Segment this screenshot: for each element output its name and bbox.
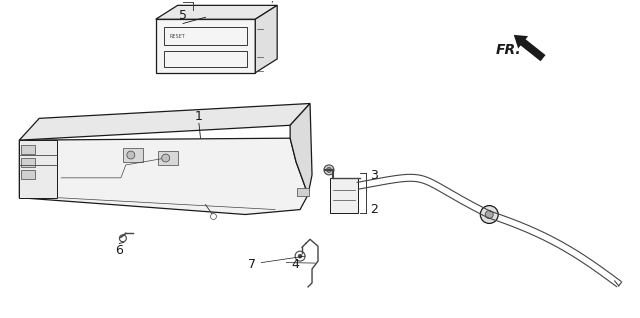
Text: 7: 7	[248, 258, 256, 271]
Text: 2: 2	[370, 203, 378, 216]
Polygon shape	[156, 5, 277, 19]
Bar	[297, 188, 309, 196]
Circle shape	[480, 206, 498, 224]
FancyArrow shape	[514, 35, 545, 61]
Text: FR.: FR.	[495, 43, 521, 57]
Text: 1: 1	[195, 110, 203, 123]
Polygon shape	[255, 5, 277, 73]
Bar	[21, 145, 35, 154]
Polygon shape	[19, 103, 310, 140]
Bar	[21, 170, 35, 179]
Polygon shape	[156, 19, 255, 73]
Bar	[21, 158, 35, 167]
Circle shape	[295, 251, 305, 261]
Circle shape	[324, 165, 334, 175]
Circle shape	[211, 213, 216, 219]
Circle shape	[485, 211, 493, 218]
Circle shape	[298, 254, 302, 258]
Bar	[123, 148, 143, 162]
Circle shape	[326, 167, 332, 172]
Bar	[330, 178, 358, 212]
Bar	[19, 140, 57, 198]
Bar	[157, 151, 178, 165]
Text: 5: 5	[179, 9, 187, 22]
Polygon shape	[290, 103, 312, 195]
Text: 6: 6	[115, 244, 124, 257]
Circle shape	[162, 154, 170, 162]
Text: RESET: RESET	[170, 34, 186, 38]
Circle shape	[127, 151, 135, 159]
Bar	[164, 51, 247, 67]
Text: 4: 4	[291, 258, 300, 271]
Circle shape	[120, 235, 126, 242]
Bar	[164, 27, 247, 45]
Text: 3: 3	[370, 169, 378, 182]
Polygon shape	[19, 138, 308, 215]
